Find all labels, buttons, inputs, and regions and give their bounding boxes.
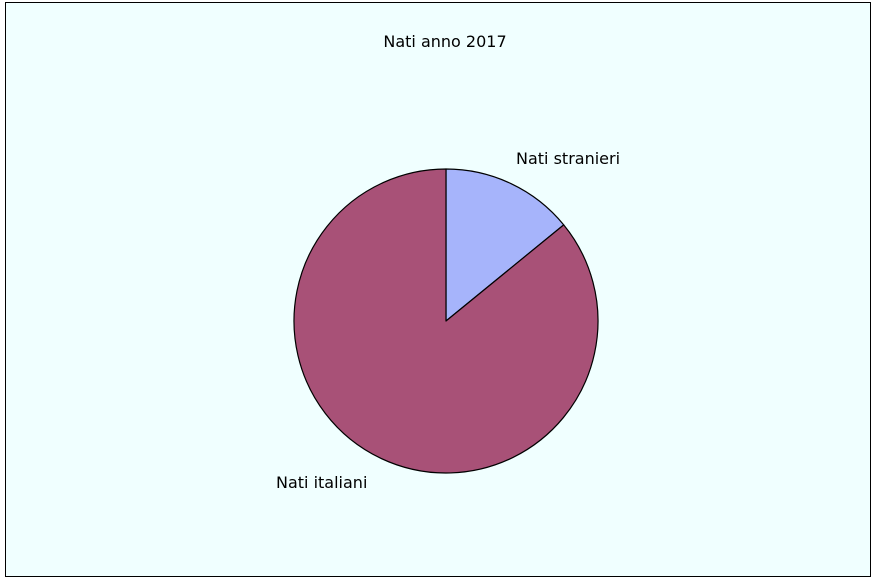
pie-slice-nati-italiani xyxy=(293,168,599,474)
pie-slices xyxy=(293,168,599,474)
chart-title: Nati anno 2017 xyxy=(383,32,506,51)
slice-label-nati-italiani: Nati italiani xyxy=(276,473,367,492)
pie-slice-nati-stranieri xyxy=(445,168,565,322)
slice-label-nati-stranieri: Nati stranieri xyxy=(516,149,620,168)
